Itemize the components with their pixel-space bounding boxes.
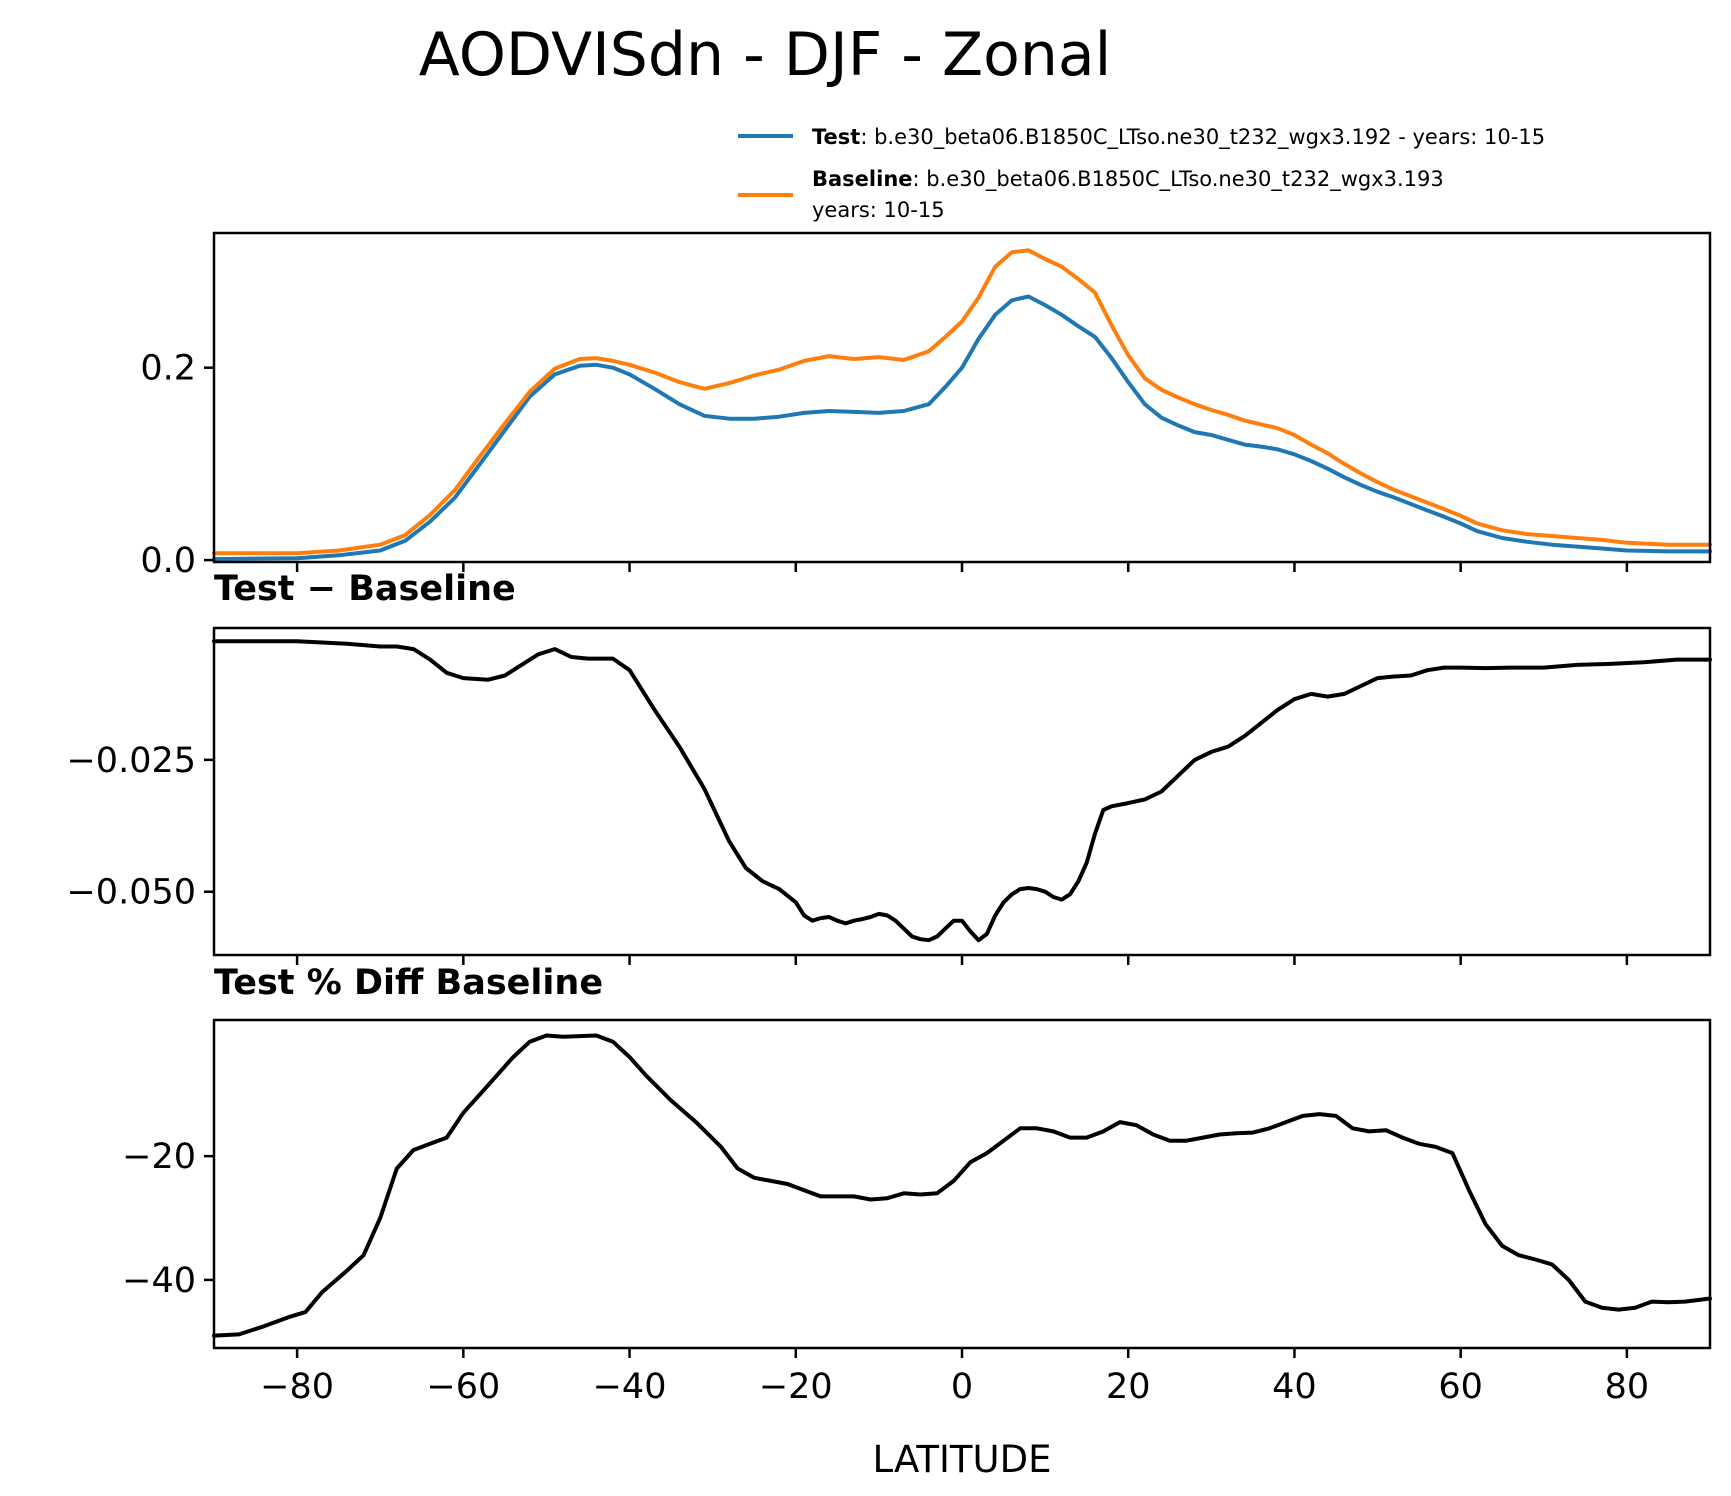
panel-percent-diff: −20 −40 −80 −60 −40 −20 0 20 40 60 80: [122, 1018, 1712, 1407]
panel-difference: −0.025 −0.050: [66, 626, 1712, 965]
x-tick-label: −20: [759, 1367, 833, 1407]
x-tick-label: −40: [593, 1367, 667, 1407]
y-tick-label: 0.2: [140, 349, 196, 389]
panel-title-percent-diff: Test % Diff Baseline: [214, 963, 603, 1003]
x-tick-label: 60: [1438, 1367, 1483, 1407]
y-tick-label: 0.0: [140, 541, 196, 581]
legend-label-baseline-years: years: 10-15: [812, 198, 945, 222]
series-line-baseline: [212, 248, 1712, 556]
x-axis-label: LATITUDE: [873, 1438, 1052, 1481]
panel-aod: 0.0 0.2: [140, 231, 1712, 581]
chart-title: AODVISdn - DJF - Zonal: [419, 20, 1112, 90]
series-line-test-diff-baseline: [212, 1033, 1712, 1338]
x-tick-label: −80: [260, 1367, 334, 1407]
legend: Test: b.e30_beta06.B1850C_LTso.ne30_t232…: [738, 125, 1545, 222]
series-line-test: [212, 294, 1712, 562]
x-tick-label: 0: [951, 1367, 973, 1407]
x-tick-label: 80: [1605, 1367, 1650, 1407]
legend-label-test: Test: b.e30_beta06.B1850C_LTso.ne30_t232…: [812, 125, 1545, 150]
series-line-test-baseline: [212, 639, 1712, 943]
panel-title-difference: Test − Baseline: [214, 569, 516, 609]
y-tick-label: −0.050: [66, 873, 196, 913]
axes-frame: [212, 1018, 1712, 1350]
axes-frame: [212, 626, 1712, 957]
x-tick-label: −60: [426, 1367, 500, 1407]
legend-label-baseline: Baseline: b.e30_beta06.B1850C_LTso.ne30_…: [812, 167, 1444, 192]
y-tick-label: −0.025: [66, 741, 196, 781]
x-tick-label: 40: [1272, 1367, 1317, 1407]
y-tick-label: −40: [122, 1261, 196, 1301]
x-tick-label: 20: [1106, 1367, 1151, 1407]
y-tick-label: −20: [122, 1137, 196, 1177]
